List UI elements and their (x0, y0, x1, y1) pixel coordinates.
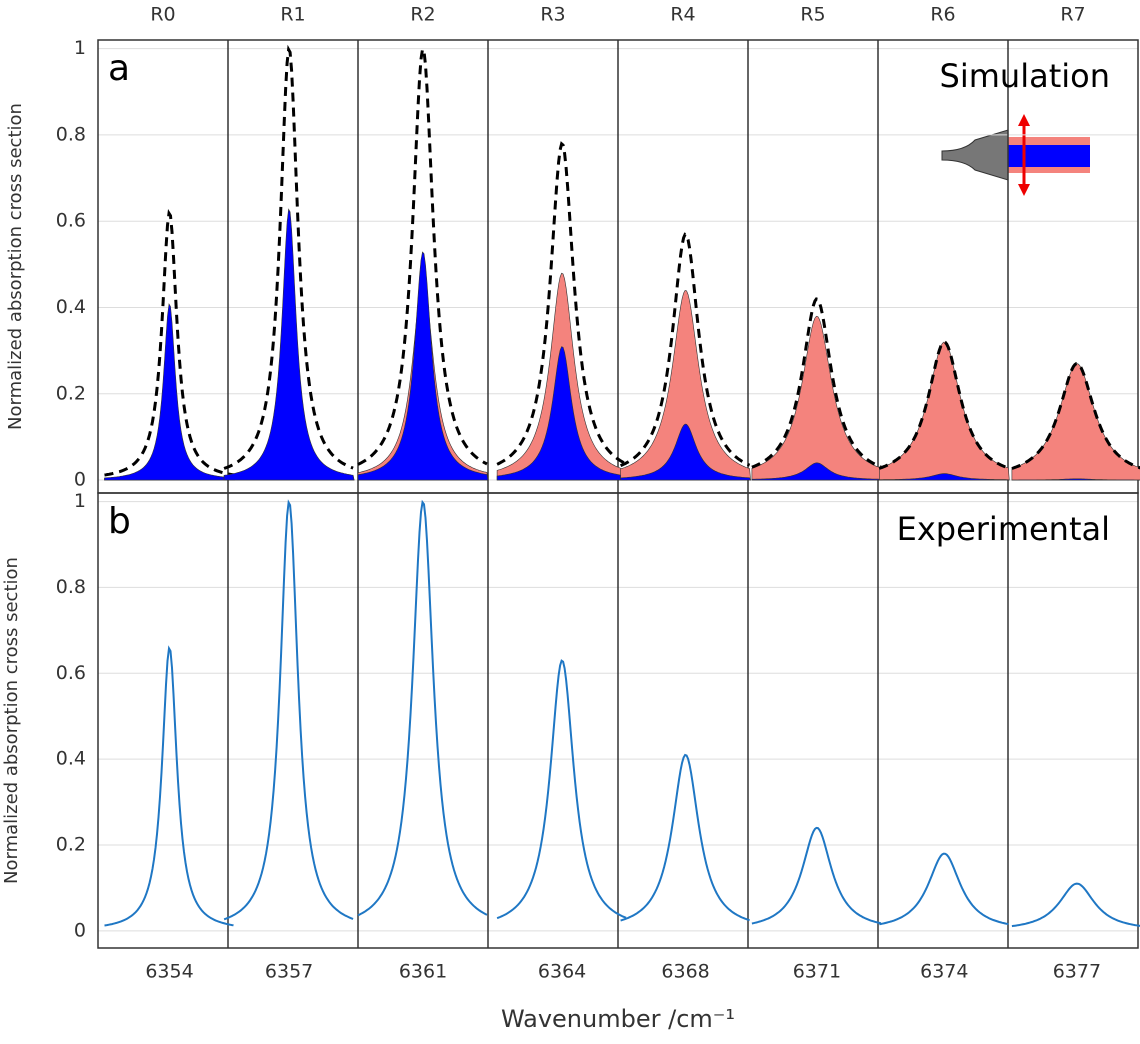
y-tick-label: 0.2 (56, 833, 86, 855)
peak-area (104, 303, 235, 481)
y-tick-label: 0.6 (56, 210, 86, 232)
peak-area (751, 315, 883, 481)
annotation: Simulation (940, 57, 1110, 95)
spectrum-peak (620, 753, 750, 922)
y-tick-label: 0.2 (56, 382, 86, 404)
spectrum-peak (751, 826, 882, 925)
x-tick-label: 6364 (538, 961, 586, 983)
panel-label: a (108, 48, 130, 89)
x-tick-label: 6377 (1053, 961, 1101, 983)
x-axis-label: Wavenumber /cm⁻¹ (501, 1005, 735, 1033)
spectrum-peak (357, 499, 488, 917)
spectrum-peak (104, 645, 234, 927)
peak-area (496, 346, 628, 481)
peak-envelope (1011, 362, 1140, 470)
panel-label: b (108, 501, 131, 542)
y-tick-label: 0.4 (56, 296, 86, 318)
category-label: R0 (150, 4, 175, 26)
category-label: R5 (800, 4, 825, 26)
x-tick-label: 6371 (793, 961, 841, 983)
category-label: R7 (1060, 4, 1085, 26)
y-tick-label: 0 (74, 469, 86, 491)
spectrum-peak (879, 852, 1009, 926)
peak-area (751, 462, 883, 481)
y-tick-label: 0 (74, 919, 86, 941)
peak-envelope (357, 45, 488, 466)
spectrum-peak (496, 659, 627, 920)
peak-envelope (878, 340, 1009, 470)
peak-envelope (751, 297, 882, 469)
x-tick-label: 6357 (265, 961, 313, 983)
spectrum-peak (223, 499, 354, 921)
category-label: R3 (540, 4, 565, 26)
peak-area (1011, 478, 1140, 481)
y-tick-label: 0.6 (56, 662, 86, 684)
y-axis-label: Normalized absorption cross section (1, 557, 22, 884)
category-label: R4 (670, 4, 695, 26)
y-axis-label: Normalized absorption cross section (5, 103, 26, 430)
category-label: R1 (280, 4, 305, 26)
peak-envelope (619, 232, 751, 468)
spectrum-peak (1011, 882, 1140, 928)
category-label: R6 (930, 4, 955, 26)
peak-area (879, 473, 1010, 481)
category-label: R2 (410, 4, 435, 26)
peak-area (223, 208, 355, 481)
peak-envelope (223, 44, 354, 470)
y-tick-label: 1 (74, 37, 86, 59)
peak-envelope (496, 141, 627, 466)
inset-icon (941, 114, 1090, 196)
peak-area (357, 251, 489, 481)
peak-area (1011, 363, 1140, 481)
x-tick-label: 6374 (920, 961, 968, 983)
x-tick-label: 6361 (399, 961, 447, 983)
peak-area (620, 290, 751, 481)
y-tick-label: 0.8 (56, 123, 86, 145)
peak-envelope (104, 209, 234, 477)
y-tick-label: 0.4 (56, 748, 86, 770)
annotation: Experimental (897, 510, 1110, 548)
y-tick-label: 0.8 (56, 576, 86, 598)
peak-area (620, 423, 752, 481)
x-tick-label: 6354 (145, 961, 193, 983)
x-tick-label: 6368 (661, 961, 709, 983)
y-tick-label: 1 (74, 490, 86, 512)
